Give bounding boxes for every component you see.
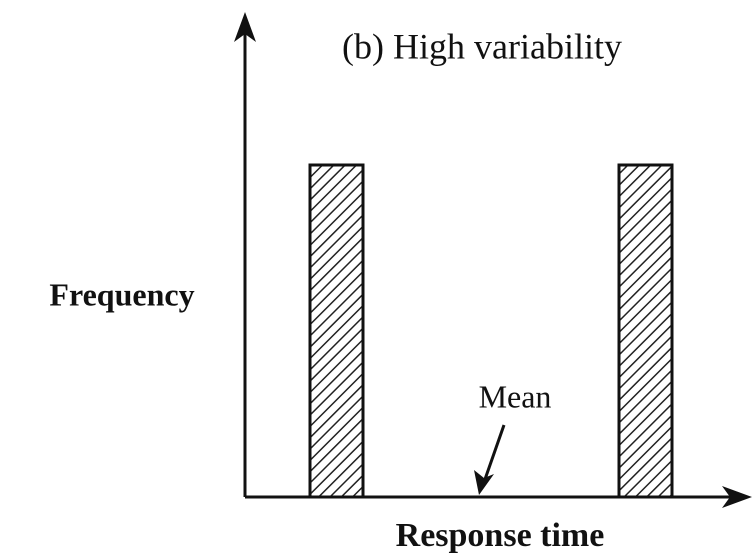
bar xyxy=(617,163,674,499)
x-axis-label: Response time xyxy=(396,517,605,554)
y-axis-arrow xyxy=(234,12,256,42)
mean-label: Mean xyxy=(479,378,552,414)
y-axis-label: Frequency xyxy=(49,276,194,312)
x-axis-arrow xyxy=(722,486,752,508)
mean-arrow xyxy=(481,424,506,486)
mean-arrowhead xyxy=(474,470,494,495)
bar xyxy=(308,163,365,499)
title: (b) High variability xyxy=(342,26,622,66)
